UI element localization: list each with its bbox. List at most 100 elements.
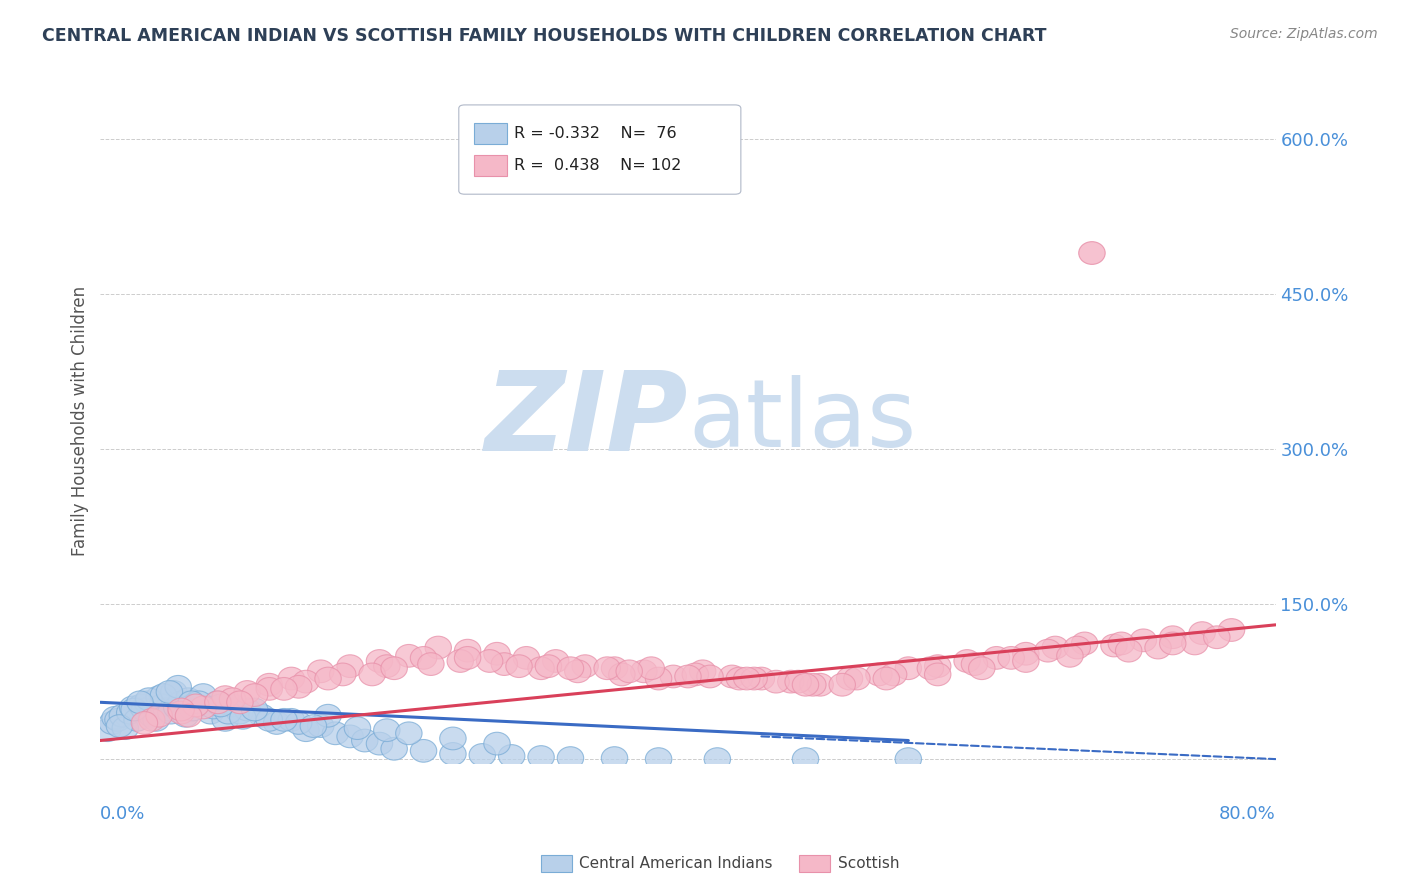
Ellipse shape [557, 747, 583, 770]
Ellipse shape [1012, 642, 1039, 665]
Ellipse shape [477, 649, 503, 673]
Ellipse shape [873, 667, 900, 690]
Ellipse shape [101, 706, 128, 729]
Ellipse shape [359, 663, 385, 686]
Ellipse shape [491, 653, 517, 675]
Ellipse shape [190, 683, 217, 706]
Ellipse shape [609, 663, 636, 686]
Ellipse shape [121, 698, 148, 721]
Ellipse shape [1130, 629, 1157, 652]
Ellipse shape [527, 746, 554, 768]
Ellipse shape [176, 688, 201, 711]
Ellipse shape [866, 663, 893, 686]
Ellipse shape [208, 694, 233, 717]
Ellipse shape [149, 694, 176, 717]
Ellipse shape [352, 729, 378, 752]
Ellipse shape [631, 660, 657, 682]
Ellipse shape [105, 708, 131, 731]
Ellipse shape [962, 653, 987, 675]
Ellipse shape [271, 708, 297, 731]
Ellipse shape [1035, 640, 1062, 662]
Ellipse shape [329, 663, 356, 686]
Ellipse shape [572, 655, 599, 678]
Text: Scottish: Scottish [838, 856, 900, 871]
Ellipse shape [969, 657, 995, 680]
Ellipse shape [322, 722, 349, 745]
Ellipse shape [675, 665, 702, 688]
Ellipse shape [741, 667, 768, 690]
Ellipse shape [513, 647, 540, 669]
Ellipse shape [725, 667, 752, 690]
Ellipse shape [212, 686, 239, 708]
Ellipse shape [127, 691, 153, 714]
Ellipse shape [139, 705, 165, 727]
FancyBboxPatch shape [458, 105, 741, 194]
Ellipse shape [395, 644, 422, 667]
Ellipse shape [167, 691, 194, 714]
Ellipse shape [374, 719, 401, 741]
Ellipse shape [135, 688, 162, 711]
Ellipse shape [785, 670, 811, 693]
Ellipse shape [718, 665, 745, 688]
Ellipse shape [1160, 626, 1187, 648]
Ellipse shape [256, 673, 283, 696]
Ellipse shape [271, 678, 297, 700]
Ellipse shape [146, 705, 173, 727]
Ellipse shape [112, 717, 139, 739]
Ellipse shape [146, 686, 173, 708]
Ellipse shape [157, 701, 184, 724]
Ellipse shape [425, 636, 451, 659]
Ellipse shape [763, 670, 789, 693]
Ellipse shape [896, 747, 921, 771]
Ellipse shape [94, 719, 121, 741]
Ellipse shape [925, 655, 950, 678]
Ellipse shape [315, 705, 342, 727]
Ellipse shape [792, 673, 818, 696]
Ellipse shape [953, 649, 980, 673]
Ellipse shape [249, 705, 276, 727]
Ellipse shape [292, 719, 319, 741]
Ellipse shape [212, 708, 239, 731]
Ellipse shape [454, 640, 481, 662]
Text: CENTRAL AMERICAN INDIAN VS SCOTTISH FAMILY HOUSEHOLDS WITH CHILDREN CORRELATION : CENTRAL AMERICAN INDIAN VS SCOTTISH FAMI… [42, 27, 1046, 45]
Ellipse shape [183, 694, 209, 717]
Ellipse shape [315, 667, 342, 690]
Ellipse shape [120, 696, 146, 719]
Text: R = -0.332    N=  76: R = -0.332 N= 76 [515, 127, 676, 141]
Ellipse shape [830, 673, 855, 696]
Ellipse shape [1189, 622, 1215, 644]
Ellipse shape [205, 691, 231, 714]
Ellipse shape [124, 708, 150, 731]
Ellipse shape [499, 745, 524, 767]
Ellipse shape [366, 649, 392, 673]
Ellipse shape [344, 717, 371, 739]
Ellipse shape [176, 705, 201, 727]
Ellipse shape [153, 698, 180, 721]
Ellipse shape [139, 708, 165, 731]
Ellipse shape [278, 708, 305, 731]
Ellipse shape [659, 665, 686, 688]
Ellipse shape [1101, 634, 1128, 657]
Ellipse shape [242, 698, 267, 721]
Ellipse shape [374, 655, 401, 678]
Ellipse shape [337, 655, 363, 678]
Ellipse shape [527, 657, 554, 680]
Ellipse shape [880, 663, 907, 686]
Text: R =  0.438    N= 102: R = 0.438 N= 102 [515, 158, 682, 173]
Ellipse shape [1218, 619, 1244, 641]
Ellipse shape [160, 681, 187, 703]
Text: atlas: atlas [688, 375, 917, 467]
Ellipse shape [173, 705, 198, 727]
Ellipse shape [167, 698, 194, 721]
Ellipse shape [484, 642, 510, 665]
Ellipse shape [778, 670, 804, 693]
Ellipse shape [229, 706, 256, 729]
Ellipse shape [134, 691, 160, 714]
Ellipse shape [156, 681, 183, 703]
Ellipse shape [308, 660, 335, 682]
Ellipse shape [807, 673, 834, 696]
Ellipse shape [117, 701, 143, 724]
Ellipse shape [226, 701, 253, 724]
Ellipse shape [470, 744, 495, 766]
Ellipse shape [638, 657, 665, 680]
